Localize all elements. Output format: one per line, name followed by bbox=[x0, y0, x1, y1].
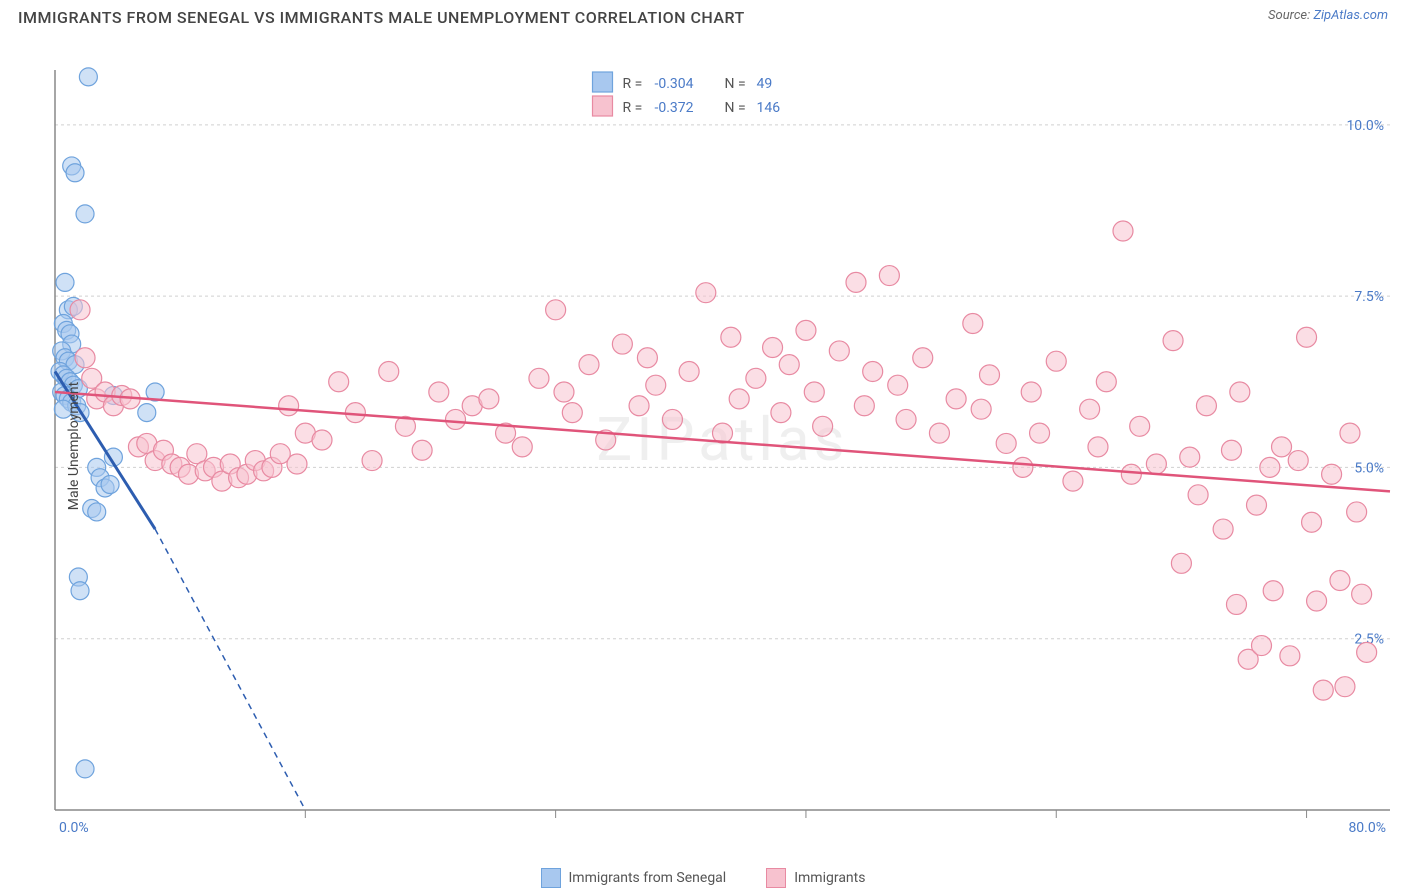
svg-text:5.0%: 5.0% bbox=[1354, 460, 1384, 476]
legend-item-senegal: Immigrants from Senegal bbox=[541, 868, 727, 888]
chart-area: Male Unemployment 2.5%5.0%7.5%10.0%0.0%8… bbox=[0, 40, 1406, 852]
legend-item-immigrants: Immigrants bbox=[766, 868, 865, 888]
svg-text:49: 49 bbox=[757, 76, 773, 92]
source-link[interactable]: ZipAtlas.com bbox=[1313, 8, 1388, 23]
svg-text:7.5%: 7.5% bbox=[1354, 289, 1384, 305]
svg-text:N =: N = bbox=[725, 76, 746, 92]
svg-text:146: 146 bbox=[757, 100, 781, 116]
legend-bottom: Immigrants from Senegal Immigrants bbox=[0, 868, 1406, 888]
scatter-chart: 2.5%5.0%7.5%10.0%0.0%80.0%ZIPatlasR =-0.… bbox=[0, 40, 1406, 852]
chart-title: IMMIGRANTS FROM SENEGAL VS IMMIGRANTS MA… bbox=[18, 8, 745, 27]
legend-label: Immigrants from Senegal bbox=[569, 870, 727, 886]
legend-label: Immigrants bbox=[794, 870, 865, 886]
svg-text:-0.304: -0.304 bbox=[655, 76, 694, 92]
svg-text:0.0%: 0.0% bbox=[59, 820, 89, 836]
svg-text:10.0%: 10.0% bbox=[1346, 118, 1384, 134]
svg-text:80.0%: 80.0% bbox=[1348, 820, 1386, 836]
svg-text:R =: R = bbox=[623, 76, 643, 92]
svg-text:N =: N = bbox=[725, 100, 746, 116]
legend-swatch-icon bbox=[541, 868, 561, 888]
y-axis-label: Male Unemployment bbox=[66, 382, 82, 510]
legend-swatch-icon bbox=[766, 868, 786, 888]
svg-text:-0.372: -0.372 bbox=[655, 100, 694, 116]
chart-header: IMMIGRANTS FROM SENEGAL VS IMMIGRANTS MA… bbox=[0, 0, 1406, 31]
source-attribution: Source: ZipAtlas.com bbox=[1268, 8, 1388, 23]
svg-text:R =: R = bbox=[623, 100, 643, 116]
